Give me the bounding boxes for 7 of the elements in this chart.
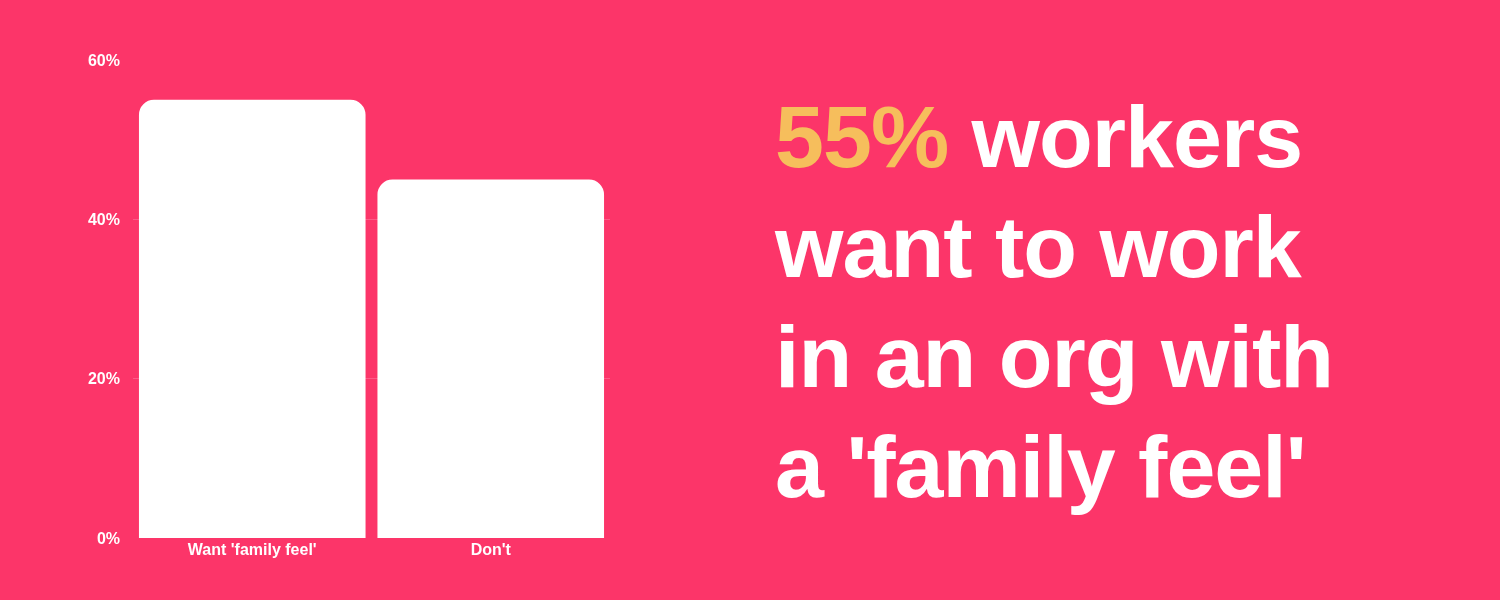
x-tick-label: Don't [470, 541, 512, 558]
y-tick-label: 40% [87, 210, 120, 228]
y-tick-label: 0% [96, 529, 120, 547]
text: 55% workers want to work in an org with a 'family feel' [775, 86, 1334, 518]
x-tick-label: Want 'family feel' [187, 541, 317, 558]
y-tick-label: 60% [87, 51, 120, 69]
y-tick-label: 20% [87, 370, 120, 388]
